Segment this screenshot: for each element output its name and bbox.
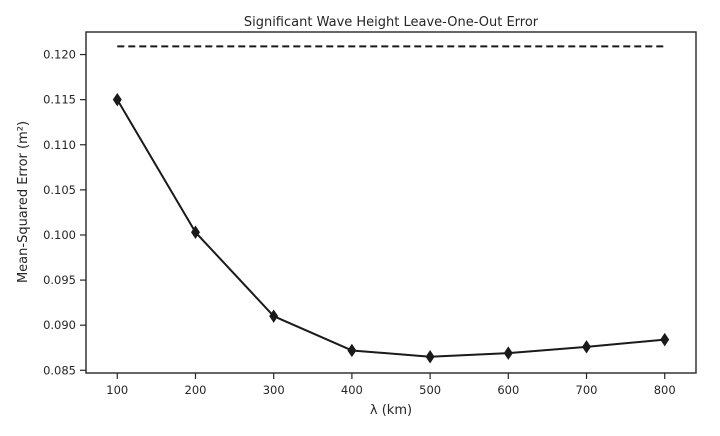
y-tick-label: 0.115	[43, 93, 76, 107]
data-point-marker	[191, 225, 200, 239]
y-tick-label: 0.085	[43, 363, 76, 377]
plot-frame	[85, 31, 697, 374]
x-axis-label: λ (km)	[370, 403, 412, 418]
y-tick-label: 0.105	[43, 183, 76, 197]
x-tick-label: 700	[576, 383, 598, 397]
data-point-marker	[269, 309, 279, 323]
y-axis: 0.085 0.090 0.095 0.100 0.105 0.110 0.115 0.120	[43, 48, 86, 377]
y-tick-label: 0.110	[43, 138, 76, 152]
y-tick-label: 0.090	[43, 318, 76, 332]
data-point-marker	[503, 346, 513, 360]
x-tick-label: 300	[263, 383, 285, 397]
data-point-marker	[347, 343, 357, 358]
data-point-marker	[582, 340, 591, 354]
x-tick-label: 500	[419, 383, 441, 397]
y-tick-label: 0.120	[43, 48, 76, 62]
chart-title: Significant Wave Height Leave-One-Out Er…	[244, 15, 539, 30]
x-tick-label: 100	[106, 383, 128, 397]
x-tick-label: 600	[497, 383, 519, 397]
plot-area	[112, 45, 670, 364]
y-axis-label: Mean-Squared Error (m²)	[16, 121, 31, 283]
solid-line-0	[116, 99, 665, 358]
data-point-marker	[425, 350, 435, 364]
x-axis: 100 200 300 400 500 600 700 800	[106, 373, 676, 397]
data-point-marker	[660, 332, 670, 347]
y-tick-label: 0.095	[43, 273, 76, 287]
x-tick-label: 200	[185, 383, 207, 397]
x-tick-label: 800	[654, 383, 676, 397]
x-tick-label: 400	[341, 383, 363, 397]
y-tick-label: 0.100	[43, 228, 76, 242]
data-point-marker	[112, 92, 122, 107]
